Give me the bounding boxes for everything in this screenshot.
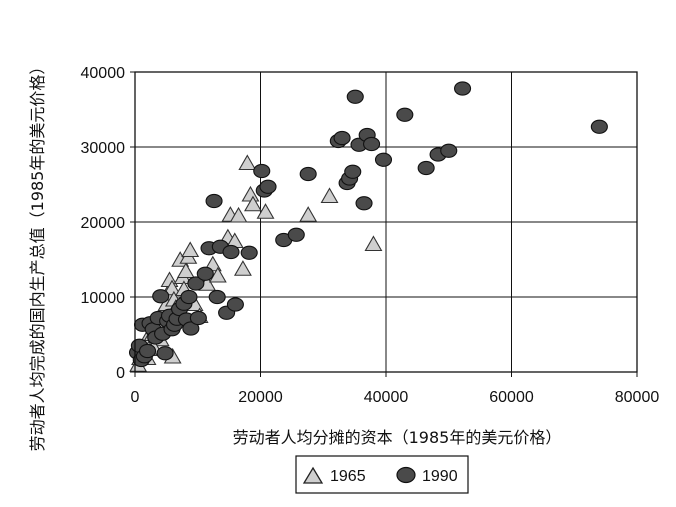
data-point-1990 — [196, 266, 214, 281]
data-point-1990 — [226, 297, 244, 312]
data-point-1990 — [333, 130, 351, 146]
data-point-1990 — [208, 289, 226, 305]
x-axis-title: 劳动者人均分摊的资本（1985年的美元价格） — [233, 428, 562, 447]
y-tick-label: 0 — [116, 365, 125, 382]
data-point-1990 — [222, 244, 240, 260]
legend-label-1990: 1990 — [422, 468, 458, 485]
data-point-1965 — [229, 206, 248, 223]
data-point-1990 — [240, 245, 258, 260]
x-axis-ticks: 0 20000 40000 60000 80000 — [131, 372, 660, 406]
data-point-1990 — [440, 143, 458, 158]
data-point-1965 — [244, 195, 262, 212]
legend-label-1965: 1965 — [330, 468, 366, 485]
grid-lines — [135, 72, 637, 372]
data-point-1990 — [187, 276, 205, 291]
data-point-1990 — [259, 179, 277, 194]
data-point-1990 — [299, 166, 317, 182]
data-point-1965 — [208, 266, 227, 283]
data-point-1990 — [156, 346, 174, 361]
data-point-1990 — [590, 119, 608, 134]
x-tick-label: 60000 — [489, 389, 534, 406]
series-1990-points — [128, 81, 608, 368]
data-point-1990 — [182, 321, 200, 336]
data-point-1965 — [238, 154, 257, 171]
data-point-1990 — [374, 152, 393, 167]
data-point-1990 — [344, 164, 362, 179]
data-point-1990 — [205, 193, 223, 209]
legend-triangle-icon — [302, 466, 324, 484]
data-point-1990 — [189, 310, 207, 326]
legend-box — [295, 455, 469, 494]
y-axis-title: 劳动者人均完成的国内生产总值（1985年的美元价格） — [28, 59, 47, 452]
data-point-1990 — [396, 107, 414, 122]
data-point-1990 — [417, 160, 435, 176]
x-tick-label: 20000 — [238, 389, 283, 406]
data-point-1990 — [363, 136, 381, 152]
data-point-1990 — [355, 196, 373, 211]
x-tick-label: 80000 — [615, 389, 660, 406]
legend-circle-icon — [396, 466, 416, 484]
data-point-1965 — [364, 235, 383, 252]
data-point-1990 — [180, 289, 198, 305]
x-tick-label: 40000 — [364, 389, 409, 406]
data-point-1990 — [152, 289, 170, 304]
y-tick-label: 20000 — [81, 215, 126, 232]
data-point-1965 — [233, 260, 252, 276]
data-point-1965 — [320, 187, 339, 204]
y-tick-label: 30000 — [81, 140, 126, 157]
y-tick-label: 40000 — [81, 65, 126, 82]
data-point-1965 — [176, 262, 195, 279]
data-point-1990 — [253, 163, 271, 179]
data-point-1990 — [139, 343, 157, 359]
data-point-1965 — [256, 203, 275, 219]
data-point-1990 — [346, 89, 364, 104]
data-point-1965 — [181, 241, 200, 258]
legend: 1965 1990 — [295, 455, 469, 494]
y-axis-ticks: 0 10000 20000 30000 40000 — [81, 65, 135, 382]
x-tick-label: 0 — [131, 389, 140, 406]
y-tick-label: 10000 — [81, 290, 126, 307]
data-point-1990 — [454, 81, 472, 96]
data-point-1965 — [299, 206, 318, 222]
data-point-1990 — [287, 227, 305, 242]
